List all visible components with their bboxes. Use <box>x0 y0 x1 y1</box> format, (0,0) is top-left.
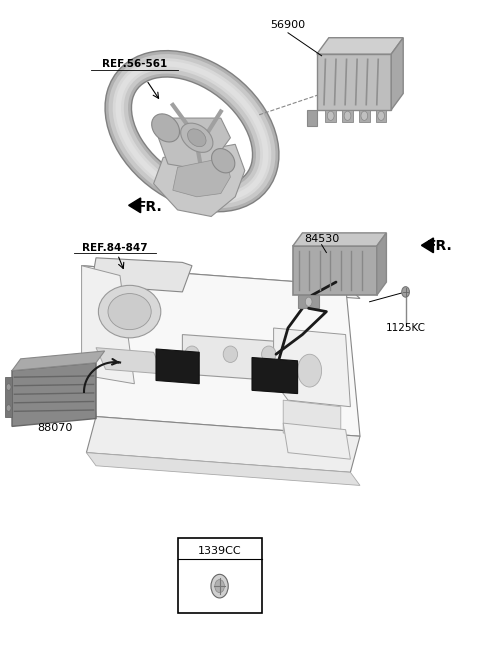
Ellipse shape <box>212 148 235 173</box>
Polygon shape <box>154 144 245 216</box>
Ellipse shape <box>152 114 180 142</box>
Text: FR.: FR. <box>427 239 453 253</box>
Text: 56900: 56900 <box>270 20 306 30</box>
Bar <box>359 110 370 122</box>
Text: 1125KC: 1125KC <box>385 323 426 333</box>
Polygon shape <box>12 363 96 426</box>
Text: 84530: 84530 <box>304 234 339 244</box>
Ellipse shape <box>262 346 276 362</box>
Bar <box>178 538 262 613</box>
Bar <box>325 110 336 122</box>
Polygon shape <box>82 266 360 436</box>
Polygon shape <box>317 54 391 110</box>
Circle shape <box>6 384 11 390</box>
Text: FR.: FR. <box>137 199 163 214</box>
Circle shape <box>305 297 312 306</box>
Polygon shape <box>5 377 12 417</box>
Text: 88070: 88070 <box>37 423 73 433</box>
Polygon shape <box>317 37 403 54</box>
Text: REF.84-847: REF.84-847 <box>83 243 148 253</box>
Polygon shape <box>91 258 192 292</box>
Ellipse shape <box>149 92 235 170</box>
Polygon shape <box>86 453 360 485</box>
Polygon shape <box>173 157 230 197</box>
Circle shape <box>6 405 11 411</box>
Circle shape <box>361 111 368 120</box>
Polygon shape <box>96 348 163 374</box>
Polygon shape <box>12 351 105 371</box>
Ellipse shape <box>108 293 151 329</box>
Polygon shape <box>129 198 141 213</box>
Ellipse shape <box>180 123 213 152</box>
Bar <box>376 110 386 122</box>
Circle shape <box>215 580 225 593</box>
Polygon shape <box>293 233 386 246</box>
Polygon shape <box>391 37 403 110</box>
Ellipse shape <box>188 129 206 147</box>
Ellipse shape <box>185 346 199 362</box>
Polygon shape <box>377 233 386 295</box>
Ellipse shape <box>223 346 238 362</box>
Circle shape <box>402 287 409 297</box>
Polygon shape <box>283 400 341 440</box>
Circle shape <box>344 111 351 120</box>
Polygon shape <box>82 266 360 298</box>
Circle shape <box>378 111 384 120</box>
Polygon shape <box>86 417 360 472</box>
Polygon shape <box>274 328 350 407</box>
Polygon shape <box>252 358 298 394</box>
Circle shape <box>298 354 322 387</box>
Polygon shape <box>158 118 230 171</box>
Circle shape <box>211 575 228 598</box>
Polygon shape <box>182 335 274 380</box>
Polygon shape <box>283 423 350 459</box>
Text: 1339CC: 1339CC <box>198 546 241 556</box>
Polygon shape <box>156 349 199 384</box>
Ellipse shape <box>98 285 161 338</box>
Text: REF.56-561: REF.56-561 <box>102 59 167 69</box>
Bar <box>342 110 353 122</box>
Polygon shape <box>421 238 433 253</box>
Polygon shape <box>82 266 134 384</box>
Circle shape <box>327 111 334 120</box>
Polygon shape <box>298 295 319 308</box>
Polygon shape <box>293 246 377 295</box>
Polygon shape <box>307 110 317 126</box>
